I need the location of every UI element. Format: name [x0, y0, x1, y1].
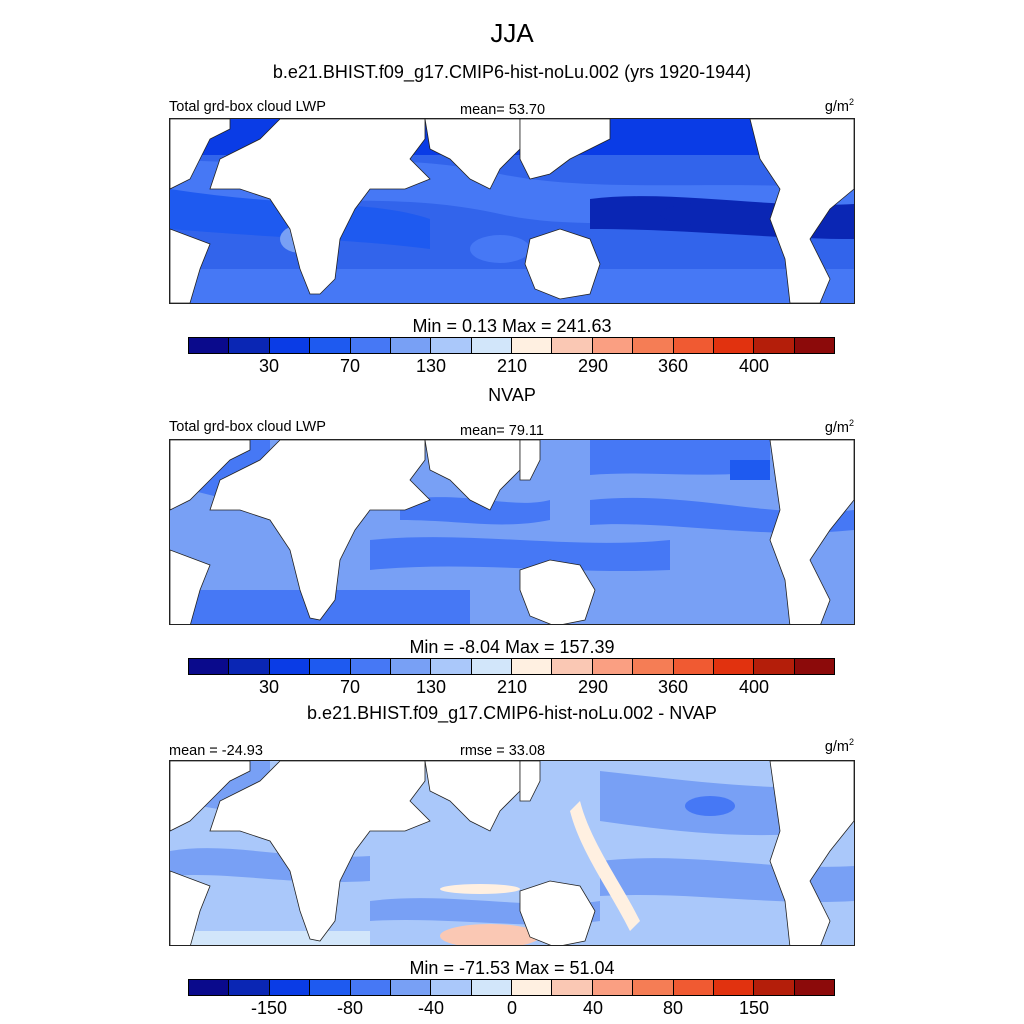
- colorbar-swatch: [310, 338, 351, 353]
- panel-1-units: g/m2: [824, 97, 854, 115]
- colorbar-swatch: [592, 980, 634, 995]
- colorbar-swatch: [754, 338, 795, 353]
- colorbar-swatch: [350, 659, 391, 674]
- panel-3-colorbar-tick: 150: [738, 998, 770, 1018]
- colorbar-swatch: [794, 338, 834, 353]
- panel-3-colorbar-tick: 80: [662, 998, 684, 1018]
- colorbar-swatch: [431, 338, 472, 353]
- colorbar-swatch: [471, 659, 512, 674]
- panel-3-min-max: Min = -71.53 Max = 51.04: [409, 958, 615, 978]
- panel-2-colorbar-tick: 210: [496, 677, 528, 697]
- panel-1-colorbar-tick: 360: [657, 356, 689, 376]
- panel-1-colorbar-tick: 400: [738, 356, 770, 376]
- panel-1-header: b.e21.BHIST.f09_g17.CMIP6-hist-noLu.002 …: [272, 62, 752, 82]
- colorbar-swatch: [754, 659, 795, 674]
- panel-3-mean-label: mean = -24.93: [169, 743, 263, 759]
- colorbar-swatch: [754, 980, 795, 995]
- panel-1-map: [169, 118, 855, 304]
- panel-3-map: [169, 760, 855, 946]
- colorbar-swatch: [229, 338, 270, 353]
- colorbar-swatch: [189, 659, 230, 674]
- panel-3-units: g/m2: [824, 737, 854, 755]
- colorbar-swatch: [633, 659, 674, 674]
- figure-title: JJA: [490, 18, 534, 48]
- colorbar-swatch: [390, 659, 432, 674]
- colorbar-swatch: [673, 980, 714, 995]
- panel-1-colorbar-tick: 30: [258, 356, 280, 376]
- panel-2-colorbar-tick: 400: [738, 677, 770, 697]
- colorbar-swatch: [713, 980, 755, 995]
- colorbar-swatch: [633, 980, 674, 995]
- panel-3-rmse-label: rmse = 33.08: [460, 743, 546, 759]
- colorbar-swatch: [350, 980, 391, 995]
- panel-2-mean-label: mean= 79.11: [460, 423, 544, 439]
- panel-2-colorbar-tick: 30: [258, 677, 280, 697]
- colorbar-swatch: [592, 338, 634, 353]
- colorbar-swatch: [794, 980, 834, 995]
- colorbar-swatch: [431, 980, 472, 995]
- colorbar-swatch: [471, 338, 512, 353]
- panel-1-colorbar-tick: 210: [496, 356, 528, 376]
- panel-3-header: b.e21.BHIST.f09_g17.CMIP6-hist-noLu.002 …: [307, 703, 717, 723]
- panel-2-colorbar-tick: 360: [657, 677, 689, 697]
- panel-1-min-max: Min = 0.13 Max = 241.63: [412, 316, 612, 336]
- panel-2-header: NVAP: [488, 385, 536, 405]
- colorbar-swatch: [229, 980, 270, 995]
- panel-2-units: g/m2: [824, 418, 854, 436]
- colorbar-swatch: [633, 338, 674, 353]
- colorbar-swatch: [269, 980, 311, 995]
- panel-1-colorbar: [188, 337, 835, 354]
- colorbar-swatch: [269, 659, 311, 674]
- panel-2-map: [169, 439, 855, 625]
- colorbar-swatch: [552, 659, 593, 674]
- colorbar-swatch: [794, 659, 834, 674]
- colorbar-swatch: [673, 338, 714, 353]
- panel-2-colorbar-tick: 130: [415, 677, 447, 697]
- panel-3-colorbar-tick: 0: [506, 998, 518, 1018]
- panel-3-colorbar-tick: -80: [336, 998, 364, 1018]
- colorbar-swatch: [310, 659, 351, 674]
- panel-2-variable-label: Total grd-box cloud LWP: [169, 419, 326, 435]
- panel-2-colorbar-tick: 70: [339, 677, 361, 697]
- colorbar-swatch: [431, 659, 472, 674]
- panel-3-colorbar-tick: -40: [417, 998, 445, 1018]
- panel-3-colorbar-tick: -150: [250, 998, 288, 1018]
- panel-2-min-max: Min = -8.04 Max = 157.39: [409, 637, 615, 657]
- colorbar-swatch: [229, 659, 270, 674]
- colorbar-swatch: [390, 980, 432, 995]
- colorbar-swatch: [512, 338, 553, 353]
- colorbar-swatch: [350, 338, 391, 353]
- panel-1-colorbar-tick: 70: [339, 356, 361, 376]
- panel-1-colorbar-tick: 290: [577, 356, 609, 376]
- panel-1-mean-label: mean= 53.70: [460, 102, 546, 118]
- panel-2-colorbar-tick: 290: [577, 677, 609, 697]
- colorbar-swatch: [592, 659, 634, 674]
- colorbar-swatch: [189, 338, 230, 353]
- colorbar-swatch: [189, 980, 230, 995]
- panel-1-variable-label: Total grd-box cloud LWP: [169, 99, 326, 115]
- colorbar-swatch: [269, 338, 311, 353]
- panel-2-colorbar: [188, 658, 835, 675]
- panel-1-colorbar-tick: 130: [415, 356, 447, 376]
- colorbar-swatch: [512, 980, 553, 995]
- colorbar-swatch: [390, 338, 432, 353]
- colorbar-swatch: [471, 980, 512, 995]
- colorbar-swatch: [552, 980, 593, 995]
- colorbar-swatch: [673, 659, 714, 674]
- panel-3-colorbar-tick: 40: [582, 998, 604, 1018]
- colorbar-swatch: [713, 338, 755, 353]
- panel-3-colorbar: [188, 979, 835, 996]
- colorbar-swatch: [552, 338, 593, 353]
- colorbar-swatch: [713, 659, 755, 674]
- colorbar-swatch: [310, 980, 351, 995]
- colorbar-swatch: [512, 659, 553, 674]
